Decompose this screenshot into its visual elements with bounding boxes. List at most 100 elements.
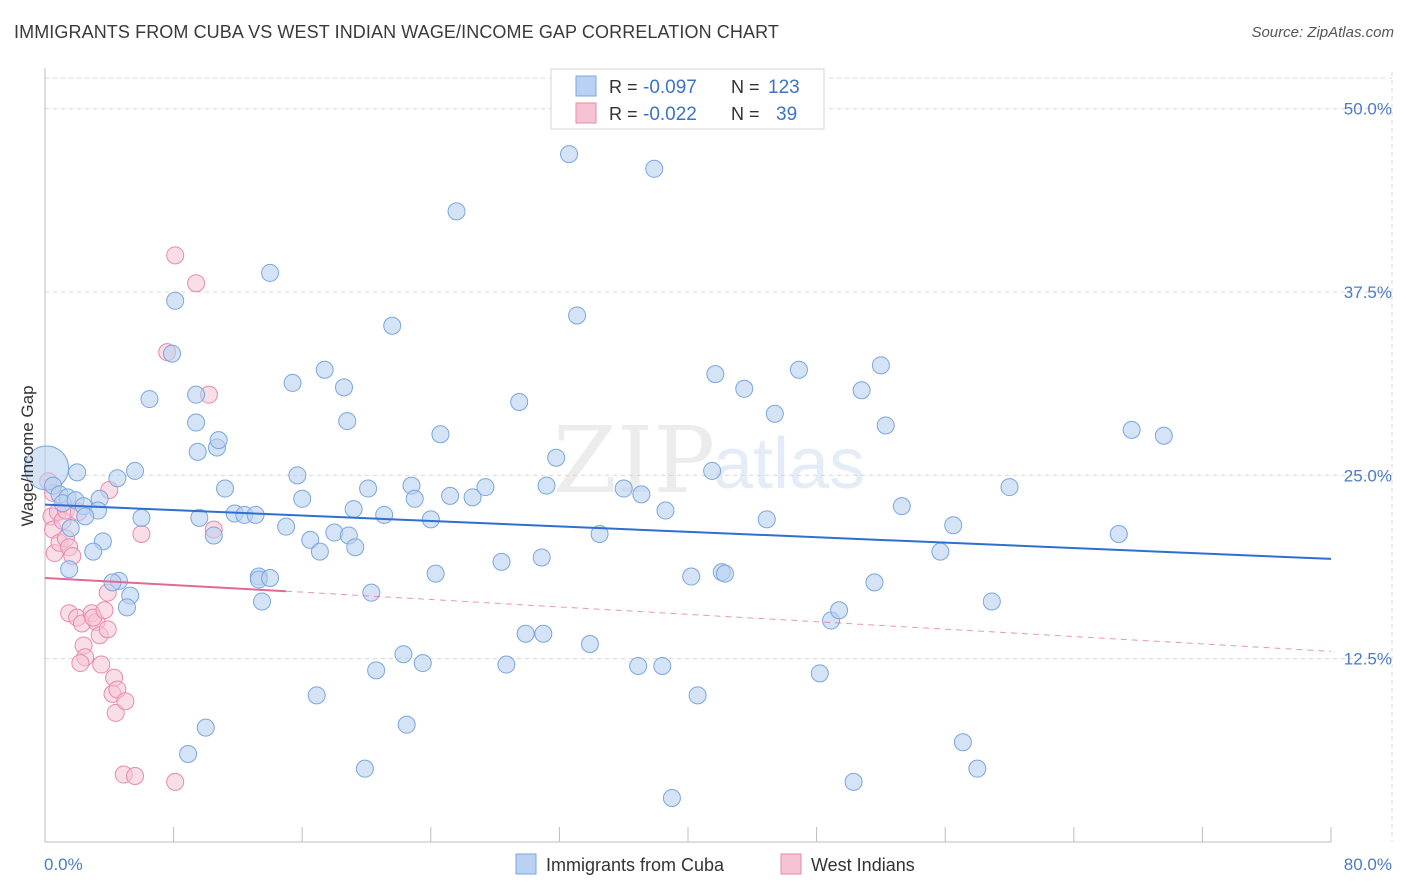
cuba-point-85	[682, 567, 701, 586]
cuba-point-26	[187, 413, 206, 432]
cuba-point-66	[476, 478, 495, 497]
west-indians-point-26	[98, 620, 117, 639]
watermark-atlas: atlas	[713, 424, 865, 504]
legend-r-value-blue: -0.097	[643, 77, 697, 98]
cuba-point-63	[441, 486, 460, 505]
cuba-point-52	[362, 583, 381, 602]
cuba-point-51	[359, 479, 378, 498]
cuba-point-101	[871, 356, 890, 375]
cuba-point-97	[830, 601, 849, 620]
cuba-point-22	[140, 390, 159, 409]
west-indians-point-32	[116, 692, 135, 711]
source-credit: Source: ZipAtlas.com	[1251, 24, 1394, 41]
cuba-point-86	[688, 686, 707, 705]
legend: R = -0.097 N = 123 R = -0.022 N = 39	[550, 68, 825, 130]
y-axis-title: Wage/Income Gap	[18, 385, 37, 526]
cuba-point-61	[431, 425, 450, 444]
watermark: ZIP atlas	[553, 407, 865, 514]
cuba-point-74	[547, 448, 566, 467]
west-indians-point-30	[106, 703, 125, 722]
cuba-point-68	[497, 655, 516, 674]
cuba-point-94	[789, 360, 808, 379]
west-indians-point-38	[187, 274, 206, 293]
cuba-points	[24, 145, 1173, 807]
legend-r-label-blue: R =	[609, 77, 638, 97]
cuba-point-31	[204, 526, 223, 545]
cuba-point-111	[1154, 426, 1173, 445]
legend-r-value-pink: -0.022	[643, 104, 697, 125]
bottom-legend-swatch-cuba	[515, 853, 537, 875]
cuba-point-58	[405, 489, 424, 508]
cuba-point-91	[735, 379, 754, 398]
cuba-point-76	[568, 306, 587, 325]
cuba-point-36	[253, 592, 272, 611]
cuba-trend-line	[44, 503, 1332, 560]
cuba-point-7	[61, 519, 80, 538]
cuba-point-20	[60, 560, 79, 579]
bottom-legend-swatch-west-indians	[780, 853, 802, 875]
cuba-point-108	[1000, 478, 1019, 497]
cuba-point-12	[76, 507, 95, 526]
cuba-point-24	[166, 291, 185, 310]
cuba-point-21	[132, 508, 151, 527]
cuba-point-84	[653, 657, 672, 675]
cuba-point-46	[334, 378, 353, 397]
west-indians-point-18	[71, 654, 90, 673]
cuba-point-102	[876, 416, 895, 435]
cuba-point-121	[261, 569, 280, 587]
x-tick-label-min: 0.0%	[44, 855, 83, 874]
y-tick-label-1: 25.0%	[1344, 466, 1392, 485]
cuba-point-50	[346, 538, 365, 557]
y-tick-label-2: 37.5%	[1344, 283, 1392, 302]
legend-swatch-blue	[575, 75, 597, 97]
cuba-point-113	[968, 759, 987, 778]
legend-swatch-pink	[575, 102, 597, 124]
x-tick-label-max: 80.0%	[1344, 855, 1392, 874]
cuba-point-34	[216, 479, 235, 498]
cuba-point-69	[510, 393, 529, 411]
cuba-point-13	[108, 469, 127, 488]
west-indians-points	[39, 246, 223, 791]
cuba-point-71	[532, 548, 551, 567]
cuba-point-79	[614, 479, 633, 498]
bottom-legend-label-west-indians: West Indians	[811, 855, 915, 875]
legend-n-value-blue: 123	[768, 77, 800, 98]
cuba-point-70	[516, 624, 535, 643]
legend-n-label-pink: N =	[731, 104, 760, 124]
cuba-point-120	[277, 517, 296, 536]
bottom-legend-label-cuba: Immigrants from Cuba	[546, 855, 725, 875]
cuba-point-87	[703, 461, 722, 480]
cuba-point-49	[344, 500, 363, 519]
cuba-point-99	[852, 381, 871, 400]
cuba-point-72	[537, 476, 556, 495]
cuba-point-100	[865, 573, 884, 592]
legend-n-label-blue: N =	[731, 77, 760, 97]
cuba-point-67	[492, 552, 511, 571]
west-indians-point-23	[92, 655, 111, 674]
cuba-point-107	[982, 592, 1001, 611]
y-tick-label-3: 50.0%	[1344, 100, 1392, 119]
cuba-point-95	[810, 664, 829, 683]
cuba-point-104	[931, 542, 950, 561]
cuba-point-112	[662, 789, 681, 807]
cuba-point-93	[765, 404, 784, 423]
cuba-point-89	[715, 564, 734, 583]
cuba-point-62	[426, 564, 445, 583]
west-indians-point-41	[166, 772, 185, 791]
cuba-point-77	[580, 635, 599, 653]
cuba-point-73	[534, 624, 553, 643]
trend-lines	[44, 503, 1332, 652]
cuba-point-53	[367, 661, 386, 680]
cuba-point-10	[68, 463, 87, 482]
cuba-point-55	[383, 316, 402, 335]
cuba-point-35	[246, 505, 265, 524]
cuba-point-82	[645, 159, 664, 178]
cuba-point-103	[892, 497, 911, 516]
cuba-point-59	[413, 654, 432, 673]
west-indians-trend-line	[44, 577, 287, 593]
cuba-point-65	[463, 488, 482, 507]
cuba-point-114	[355, 759, 374, 778]
cuba-point-45	[325, 523, 344, 542]
cuba-point-42	[301, 530, 320, 549]
cuba-point-90	[706, 365, 725, 384]
